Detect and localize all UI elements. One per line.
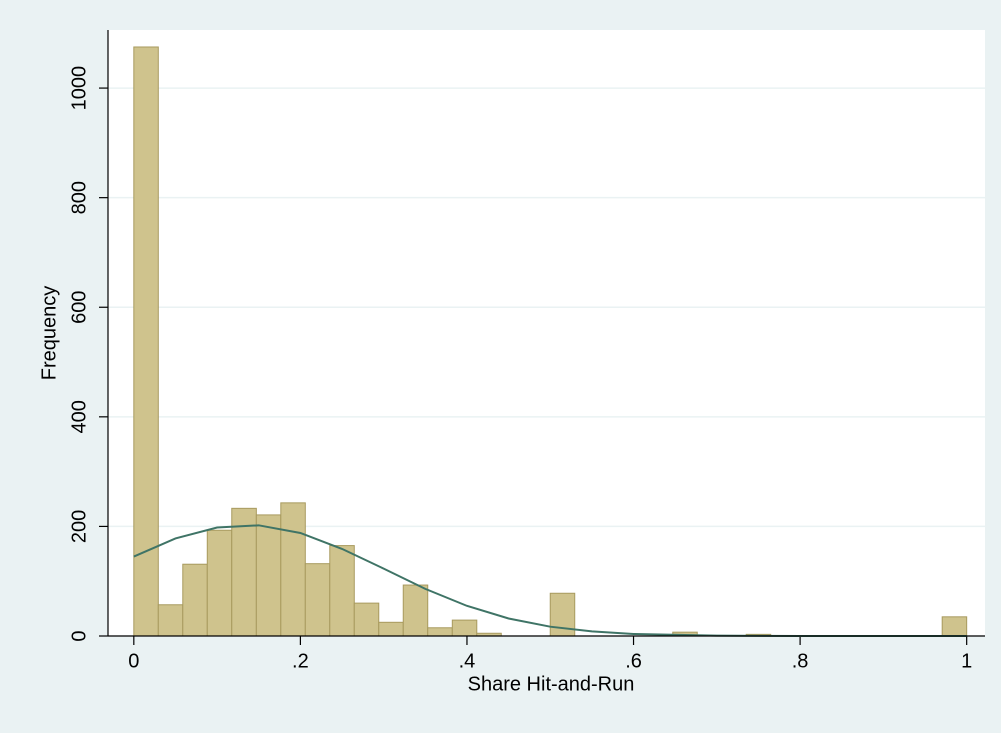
y-tick-label: 200 xyxy=(68,510,90,543)
bar xyxy=(329,545,355,637)
bar xyxy=(157,604,184,637)
bar xyxy=(353,602,380,637)
x-tick-label: 0 xyxy=(128,650,139,672)
x-tick-label: 1 xyxy=(961,650,972,672)
bar xyxy=(402,584,429,637)
bar xyxy=(378,621,404,637)
bar xyxy=(941,616,968,637)
x-tick-label: .2 xyxy=(292,650,309,672)
bar xyxy=(206,529,233,637)
x-tick-label: .8 xyxy=(792,650,809,672)
bar xyxy=(231,507,257,637)
y-tick-label: 800 xyxy=(68,181,90,214)
y-tick-label: 1000 xyxy=(68,66,90,111)
bar xyxy=(280,502,306,637)
y-tick-label: 600 xyxy=(68,291,90,324)
bar xyxy=(182,563,208,637)
y-tick-label: 0 xyxy=(68,630,90,641)
x-tick-label: .6 xyxy=(625,650,642,672)
bar xyxy=(304,563,331,637)
bar xyxy=(451,619,478,637)
bar xyxy=(133,46,159,637)
bar xyxy=(427,627,453,637)
y-axis-title: Frequency xyxy=(38,286,60,381)
x-axis-title: Share Hit-and-Run xyxy=(468,673,635,695)
y-tick-label: 400 xyxy=(68,400,90,433)
bar xyxy=(255,514,282,637)
x-tick-label: .4 xyxy=(459,650,476,672)
density-curve xyxy=(133,524,967,637)
